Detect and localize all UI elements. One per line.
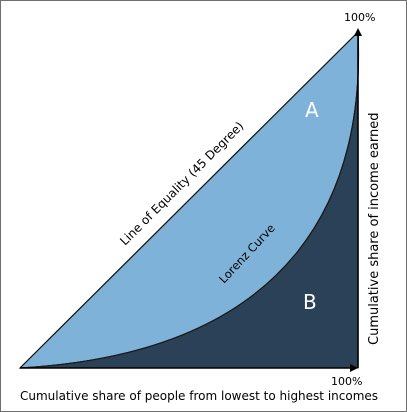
line-of-equality — [19, 31, 359, 369]
lorenz-curve-line — [19, 31, 360, 369]
top-percent-label: 100% — [344, 11, 375, 24]
bottom-percent-label: 100% — [331, 375, 362, 388]
area-b-label: B — [303, 290, 317, 314]
x-axis-title: Cumulative share of people from lowest t… — [20, 389, 378, 403]
y-axis-title: Cumulative share of income earned — [367, 113, 382, 345]
area-a-label: A — [305, 98, 319, 122]
